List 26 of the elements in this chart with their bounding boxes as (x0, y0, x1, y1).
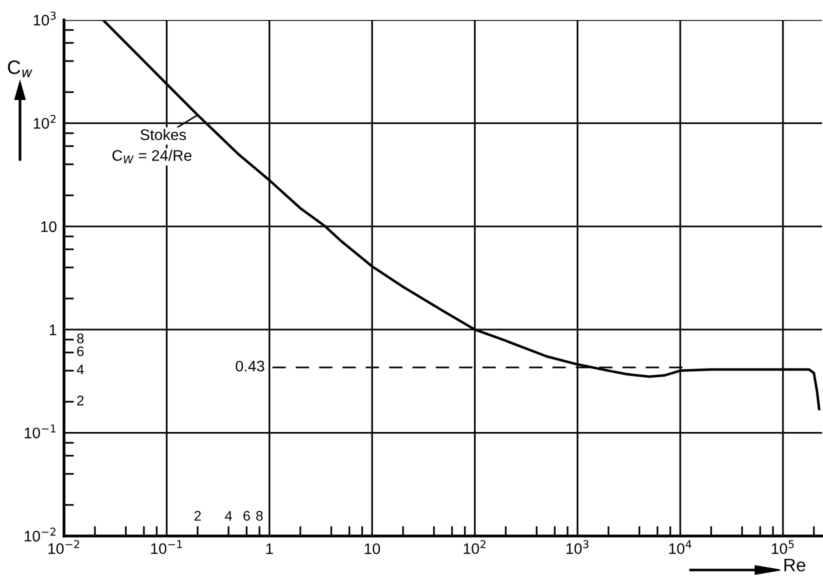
annotation: 2 (194, 510, 201, 521)
x-tick-label: 1 (266, 544, 273, 554)
x-tick-label: 10$^{−1}$ (151, 540, 182, 554)
y-tick-label: 10 (41, 221, 56, 232)
x-tick-label: 10$^{4}$ (669, 540, 692, 554)
annotation: 6 (243, 510, 250, 521)
annotation: 8 (77, 333, 84, 344)
x-tick-label: 10$^{3}$ (566, 540, 588, 554)
annotation: 6 (77, 346, 84, 356)
annotation: 4 (225, 511, 232, 521)
ref-line-label: 0.43 (236, 360, 264, 372)
annotation: C$_{W}$ = 24/Re (112, 150, 192, 164)
annotation: Stokes (140, 128, 186, 140)
y-tick-label: 10$^{3}$ (34, 12, 56, 26)
annotation: 2 (77, 396, 84, 406)
y-tick-label: 1 (50, 324, 56, 336)
y-tick-label: 10$^{2}$ (34, 114, 56, 129)
x-tick-label: 10$^{2}$ (464, 540, 486, 554)
annotation: 8 (256, 510, 263, 521)
x-tick-label: 10$^{5}$ (772, 540, 794, 554)
y-tick-label: 10$^{−1}$ (24, 424, 56, 438)
y-axis-title: C$_{w}$ (8, 60, 32, 78)
x-tick-label: 10 (364, 543, 380, 554)
annotation: 4 (76, 364, 84, 374)
y-tick-label: 10$^{−2}$ (24, 528, 56, 542)
x-axis-title: Re (784, 558, 806, 572)
